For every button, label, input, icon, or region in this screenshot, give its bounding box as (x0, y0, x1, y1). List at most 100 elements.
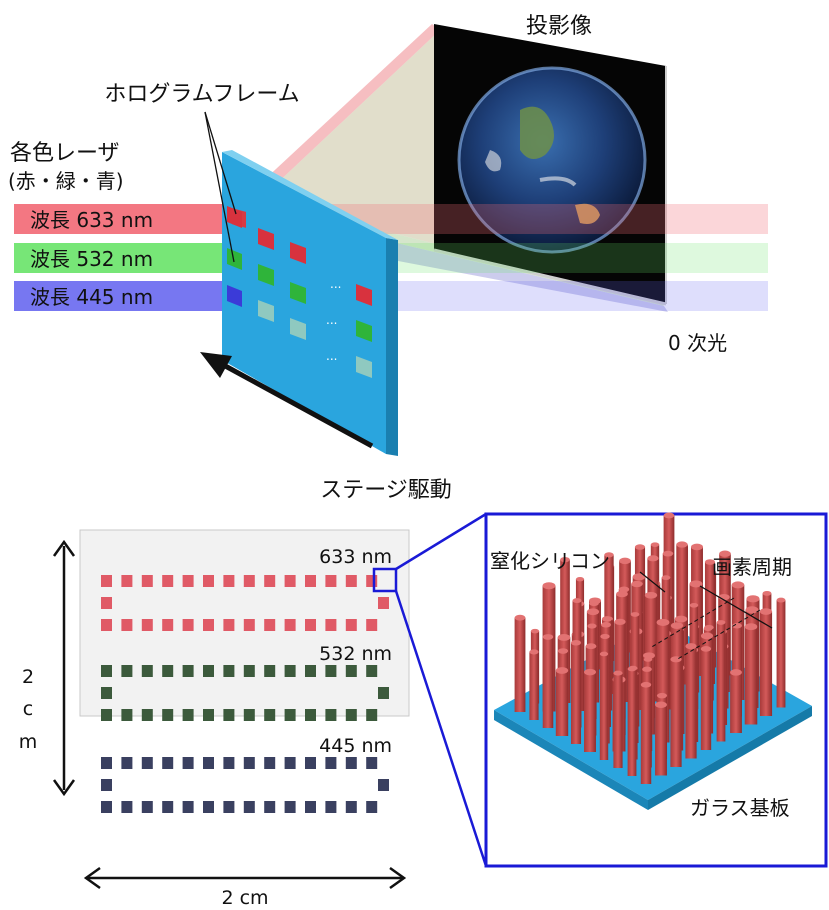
pillar-top (613, 670, 623, 676)
earth-image (459, 68, 645, 252)
pillar-top (732, 623, 742, 629)
frame-cell (101, 779, 112, 791)
pillar (685, 646, 697, 759)
row-label-633: 633 nm (319, 546, 392, 568)
frame-cell (203, 757, 214, 769)
frame-cell (345, 801, 357, 813)
pillar-top (542, 582, 556, 590)
dim-v-1: 2 (22, 666, 34, 688)
frame-cell (264, 665, 276, 677)
frame-cell (305, 575, 316, 587)
frame-cell (121, 801, 133, 813)
pillar (560, 559, 570, 687)
frame-cell (162, 619, 174, 631)
pillar-top (746, 595, 760, 603)
frame-cell (243, 801, 255, 813)
beam-label-blue: 波長 445 nm (30, 285, 153, 309)
pixel-period-label: 画素周期 (712, 555, 792, 579)
pillar (604, 554, 614, 678)
frame-cell (223, 619, 235, 631)
frame-cell (264, 619, 276, 631)
pillar-top (589, 600, 599, 607)
pillar-top (557, 633, 571, 641)
pillar-top (661, 575, 671, 581)
frame-cell (101, 597, 112, 609)
frame-cell (264, 709, 276, 721)
pillar-top (689, 580, 703, 588)
frame-cell (182, 619, 194, 631)
pointer-line-1 (204, 111, 237, 215)
pillar-top (776, 597, 786, 603)
frame-cell (162, 757, 174, 769)
pillar-top (762, 590, 772, 596)
frame-cell (121, 709, 133, 721)
stage-drive-label: ステージ駆動 (320, 478, 452, 503)
frame-cell (345, 709, 357, 721)
frame-cell (378, 687, 389, 699)
frame-cell (101, 687, 112, 699)
frame-cell (223, 801, 235, 813)
frame-cell (284, 757, 296, 769)
pillar-top (557, 648, 569, 654)
frame-cell (325, 575, 337, 587)
sin-label: 窒化シリコン (490, 549, 610, 573)
frame-blue-active (227, 285, 242, 307)
pillar-top (530, 628, 540, 634)
frame-cell (203, 665, 214, 677)
pillar (640, 684, 652, 784)
pillar-top (627, 666, 637, 672)
ellipsis-3: ... (326, 349, 337, 363)
frame-cell (305, 619, 316, 631)
frame-rows (101, 575, 389, 813)
pillar (670, 659, 682, 767)
frame-cell (141, 619, 153, 631)
frame-cell (141, 665, 153, 677)
pillar-top (745, 606, 759, 614)
frame-cell (121, 575, 133, 587)
zoom-line-bottom (394, 590, 488, 867)
pillar-top (656, 692, 668, 699)
frame-cell (162, 665, 174, 677)
pillar (744, 626, 758, 725)
pillar-top (703, 626, 713, 632)
pillar-top (700, 632, 714, 640)
frame-cell (101, 801, 112, 813)
dim-v-2: c (23, 698, 33, 720)
laser-label-line1: 各色レーザ (10, 141, 120, 166)
frame-cell (366, 801, 378, 813)
frame-cell (101, 665, 112, 677)
frame-cell (366, 575, 378, 587)
frame-cell (203, 575, 214, 587)
frame-cell (305, 757, 316, 769)
frame-cell (378, 779, 389, 791)
frame-cell (162, 709, 174, 721)
frame-cell (141, 575, 153, 587)
pillar-top (663, 512, 675, 519)
pillar-top (599, 651, 609, 657)
pillar-top (674, 615, 688, 623)
ellipsis-2: ... (326, 313, 337, 327)
pillar-top (560, 556, 570, 563)
frame-cell (284, 801, 296, 813)
frame-cell (182, 709, 194, 721)
frame-cell (182, 575, 194, 587)
frame-cell (345, 757, 357, 769)
pillar-top (634, 544, 646, 550)
glass-label: ガラス基板 (690, 796, 790, 820)
frame-cell (203, 619, 214, 631)
dim-h-label: 2 cm (221, 887, 268, 909)
pillar-top (600, 633, 610, 640)
frame-cell (101, 619, 112, 631)
pillar (613, 673, 623, 768)
frame-cell (243, 757, 255, 769)
pillar (627, 668, 637, 776)
frame-cell (223, 575, 235, 587)
sin-pointer (639, 571, 666, 593)
beam-label-red: 波長 633 nm (30, 208, 153, 232)
pillar-top (601, 616, 613, 622)
pillar-top (689, 603, 699, 608)
pillar-top (619, 557, 631, 565)
pillar-top (542, 634, 554, 640)
pillar-top (555, 667, 569, 674)
